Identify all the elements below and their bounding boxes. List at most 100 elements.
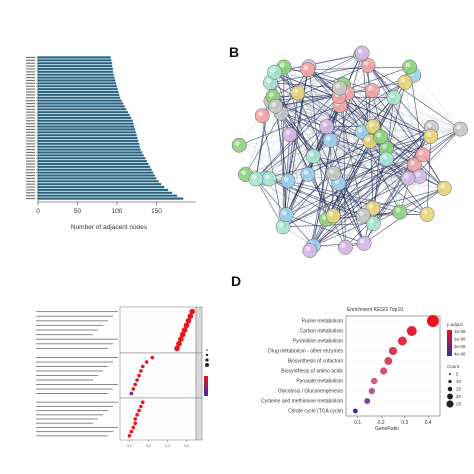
x-tick-label: 50 xyxy=(74,208,82,215)
size-legend-title: Count xyxy=(447,364,460,369)
network-edge xyxy=(312,90,373,157)
dot xyxy=(133,417,137,421)
node-highlight xyxy=(322,122,328,128)
network-edge xyxy=(307,69,327,127)
network-edge xyxy=(239,100,272,146)
node-highlight xyxy=(358,211,364,216)
node-highlight xyxy=(456,124,461,130)
network-node xyxy=(254,108,270,124)
network-edge xyxy=(255,178,284,227)
node-highlight xyxy=(279,62,285,68)
dot xyxy=(179,331,186,338)
network-edge xyxy=(373,188,445,224)
y-tick-label xyxy=(26,108,35,110)
dot xyxy=(176,341,182,347)
y-tick-label xyxy=(26,88,35,90)
node-highlight xyxy=(328,211,334,217)
size-legend-dot xyxy=(447,393,453,400)
size-legend-tick: 15 xyxy=(456,387,462,392)
node-highlight xyxy=(368,86,373,92)
bar xyxy=(37,99,122,102)
bar xyxy=(37,58,112,62)
bar xyxy=(37,142,140,146)
network-node xyxy=(365,216,381,231)
dot xyxy=(397,336,407,346)
y-tick-label xyxy=(26,102,35,105)
node-highlight xyxy=(285,130,291,136)
network-node xyxy=(261,171,277,187)
network-edge xyxy=(313,215,364,247)
node-highlight xyxy=(251,174,257,180)
network-node xyxy=(355,207,371,223)
network-edge xyxy=(330,140,364,216)
network-edge xyxy=(270,87,340,102)
network-edge xyxy=(367,65,445,189)
color-legend-bar xyxy=(204,376,208,396)
network-edge xyxy=(255,87,340,180)
network-node xyxy=(364,83,380,98)
dot xyxy=(388,346,398,356)
bar xyxy=(37,148,141,151)
bar xyxy=(37,128,136,131)
network-edge xyxy=(330,140,387,160)
y-tick-label xyxy=(26,125,35,128)
panel-c-dot-plot: 0.1 0.2 0.3 0.4 xyxy=(36,306,209,448)
bar xyxy=(37,107,127,111)
network-edge xyxy=(283,66,428,215)
bar xyxy=(37,165,151,169)
dot xyxy=(174,345,180,352)
network-edge xyxy=(274,71,341,106)
node-highlight xyxy=(235,140,240,146)
bar xyxy=(37,154,145,157)
bar xyxy=(37,76,115,79)
bar xyxy=(37,185,165,189)
y-tick-label xyxy=(26,192,35,194)
x-axis-label: Number of adjacent nodes xyxy=(71,224,148,231)
dot xyxy=(141,400,145,405)
node-highlight xyxy=(382,144,387,149)
y-tick-label xyxy=(26,151,35,154)
node-highlight xyxy=(422,210,428,215)
bar xyxy=(37,182,162,186)
dot xyxy=(137,373,141,378)
dot xyxy=(129,429,134,434)
y-tick-label xyxy=(26,149,35,151)
category-label: Biosynthesis of amino acids xyxy=(281,369,343,375)
network-edge xyxy=(326,141,371,220)
panel-label-b: B xyxy=(229,44,240,60)
size-legend-tick: 5 xyxy=(456,372,459,377)
network-edge xyxy=(308,66,314,157)
network-edge xyxy=(297,92,423,155)
y-tick-label xyxy=(26,197,35,200)
dot xyxy=(189,308,195,315)
network-node xyxy=(419,206,435,222)
network-node xyxy=(452,121,468,137)
network-edge xyxy=(343,84,445,189)
y-tick-label xyxy=(26,140,35,142)
x-tick-label: 0.2 xyxy=(378,420,385,426)
y-tick-label xyxy=(26,91,35,93)
node-highlight xyxy=(369,219,374,225)
bar xyxy=(37,119,134,123)
network-edge xyxy=(313,188,445,247)
network-edge xyxy=(308,66,327,220)
size-legend-tick: 25 xyxy=(456,402,462,407)
category-label: Drug metabolism - other enzymes xyxy=(268,349,344,355)
y-tick-label xyxy=(26,189,35,191)
bar xyxy=(37,139,139,143)
x-tick-label: 100 xyxy=(112,208,123,215)
bar xyxy=(37,162,149,166)
node-highlight xyxy=(283,176,289,182)
y-tick-label xyxy=(26,137,35,139)
node-highlight xyxy=(341,243,346,248)
bar xyxy=(37,67,114,71)
network-node xyxy=(423,128,439,144)
network-edge xyxy=(369,141,428,215)
dot xyxy=(133,382,137,387)
bar xyxy=(37,194,178,198)
network-node xyxy=(392,204,408,220)
node-highlight xyxy=(403,173,409,179)
y-tick-label xyxy=(26,117,35,119)
y-tick-label xyxy=(26,85,35,87)
node-highlight xyxy=(357,127,363,133)
